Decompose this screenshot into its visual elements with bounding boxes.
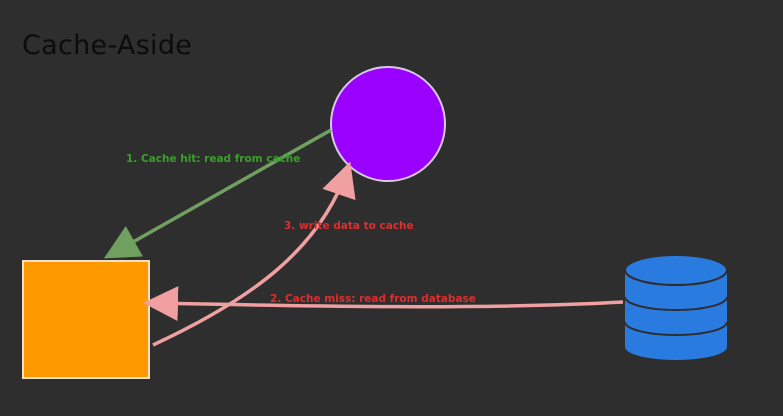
cache-hit-label: 1. Cache hit: read from cache bbox=[126, 153, 300, 165]
write-cache-arrow bbox=[152, 161, 356, 347]
cache-node[interactable] bbox=[330, 66, 446, 182]
application-node[interactable] bbox=[22, 260, 150, 379]
cache-miss-label: 2. Cache miss: read from database bbox=[270, 293, 476, 305]
diagram-title: Cache-Aside bbox=[22, 30, 193, 61]
write-cache-label: 3. write data to cache bbox=[284, 220, 414, 232]
cache-hit-arrow bbox=[103, 128, 332, 259]
database-node[interactable] bbox=[624, 254, 728, 360]
cache-miss-arrow bbox=[143, 286, 624, 322]
